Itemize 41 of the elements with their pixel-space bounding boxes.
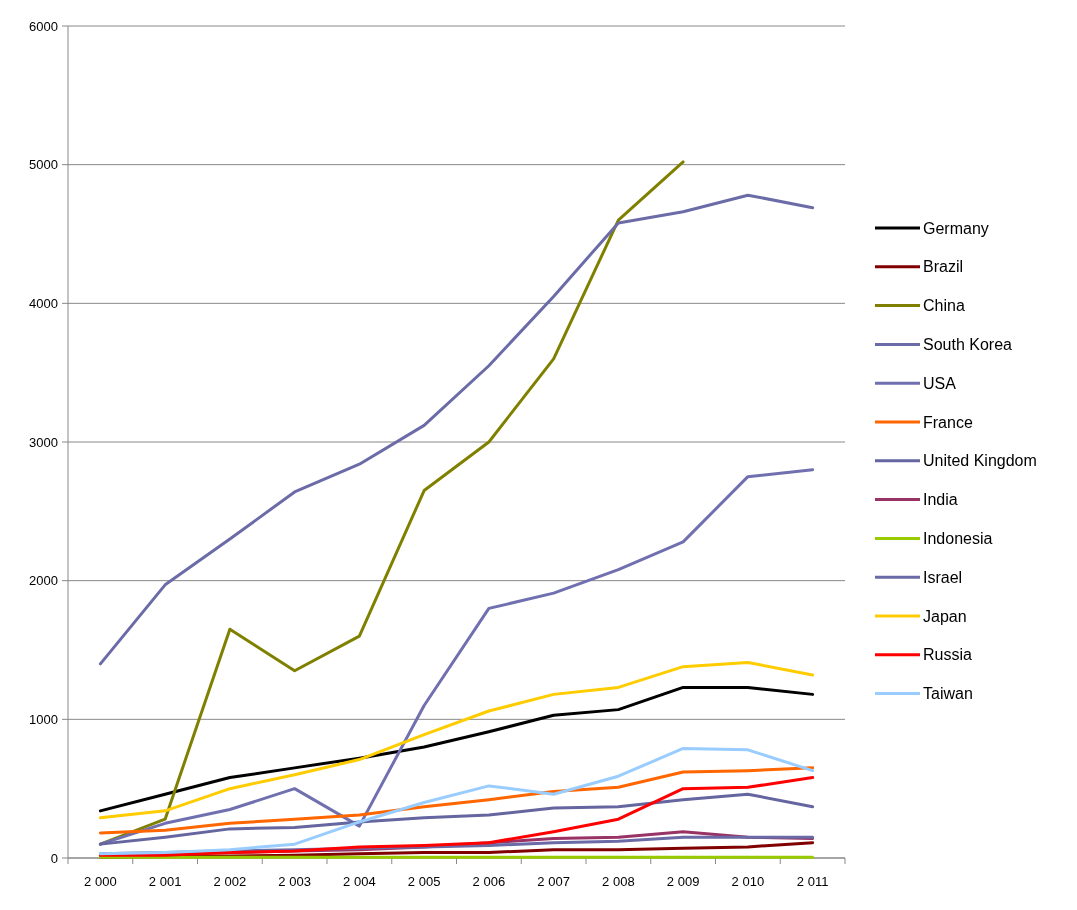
line-series [98,792,815,846]
x-tick-label: 2 006 [472,874,506,889]
x-tick-label: 2 005 [407,874,441,889]
x-tick-label: 2 001 [148,874,182,889]
x-tick-label: 2 002 [213,874,247,889]
x-tick-label: 2 009 [666,874,700,889]
line-series [98,776,815,857]
x-tick-label: 2 010 [731,874,765,889]
legend-label: Brazil [923,258,964,276]
legend-label: France [923,413,973,431]
x-tick-label: 2 003 [278,874,311,889]
line-series [98,746,815,856]
y-tick-label: 6000 [29,18,58,34]
legend-label: United Kingdom [923,452,1037,470]
legend-label: China [923,297,965,315]
y-tick-label: 3000 [29,434,58,450]
legend-label: India [923,491,958,509]
x-tick-label: 2 000 [84,874,117,889]
legend-label: South Korea [923,336,1013,353]
line-series [98,660,815,820]
legend-label: Russia [923,646,973,664]
y-tick-label: 4000 [29,295,58,311]
x-tick-label: 2 007 [537,874,570,889]
x-tick-label: 2 008 [602,874,635,889]
legend-label: Taiwan [923,685,973,703]
x-tick-label: 2 004 [343,874,376,889]
line-series [98,193,815,666]
legend-label: Israel [923,568,963,586]
y-tick-label: 0 [50,850,58,866]
line-series [98,160,685,846]
line-series [98,468,815,846]
x-tick-label: 2 011 [796,874,829,889]
legend-label: USA [923,374,957,392]
legend-label: Japan [923,607,967,625]
y-tick-label: 5000 [29,157,58,173]
y-tick-label: 2000 [29,573,58,589]
line-series [98,685,815,813]
legend-label: Indonesia [923,530,993,547]
legend-label: Germany [923,219,989,237]
line-series [98,766,815,835]
y-tick-label: 1000 [29,711,58,727]
